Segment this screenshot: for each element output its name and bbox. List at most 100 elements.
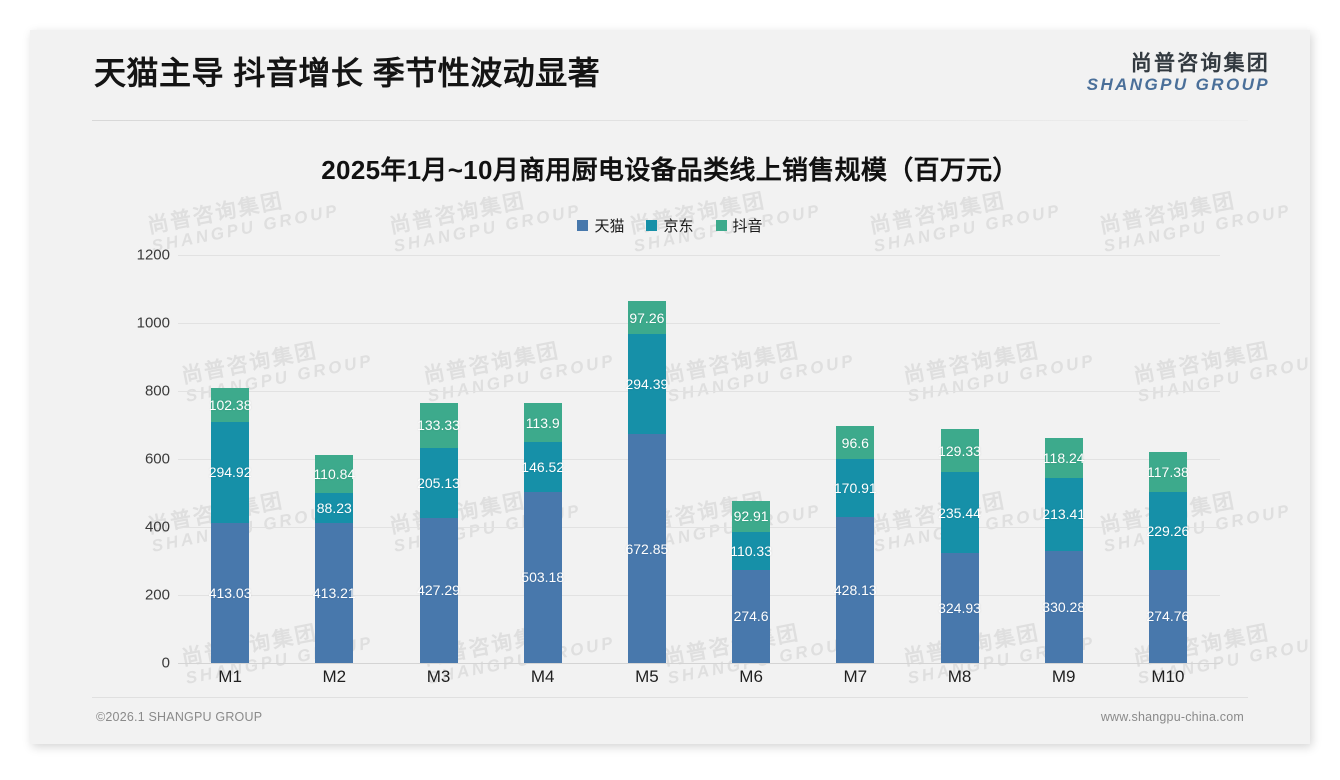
bar-group[interactable]: 413.21 88.23 110.84 [312, 454, 356, 663]
slide-canvas: 尚普咨询集团 SHANGPU GROUP 尚普咨询集团 SHANGPU GROUP 尚普… [30, 30, 1310, 744]
bar-value-label: 324.93 [938, 599, 981, 616]
brand-logo-cn: 尚普咨询集团 [1130, 52, 1270, 75]
grid-line [178, 459, 1220, 460]
bar-segment-天猫[interactable]: 503.18 [521, 491, 565, 663]
legend-swatch-icon [715, 220, 727, 231]
legend-item-天猫[interactable]: 天猫 [577, 215, 624, 236]
bar-segment-抖音[interactable]: 110.84 [313, 454, 356, 493]
bar-group[interactable]: 274.6 110.33 92.91 [730, 500, 772, 663]
y-axis-tick: 200 [144, 586, 170, 604]
x-axis-tick: M8 [947, 667, 972, 686]
bar-group[interactable]: 672.85 294.39 97.26 [625, 301, 669, 663]
bar-segment-天猫[interactable]: 274.6 [732, 569, 771, 663]
x-axis-tick: M9 [1051, 667, 1076, 686]
legend-label: 京东 [663, 218, 694, 235]
bar-value-label: 110.84 [313, 465, 356, 482]
page-title: 天猫主导 抖音增长 季节性波动显著 [94, 55, 601, 91]
bar-segment-抖音[interactable]: 117.38 [1147, 451, 1189, 492]
bar-segment-天猫[interactable]: 413.03 [208, 522, 252, 663]
y-axis-tick: 400 [144, 518, 170, 536]
legend-label: 抖音 [732, 218, 763, 235]
chart-legend: 天猫 京东 抖音 [30, 215, 1310, 236]
legend-swatch-icon [646, 220, 658, 231]
x-axis-tick: M6 [739, 667, 763, 686]
y-axis-tick: 1200 [136, 246, 170, 264]
bar-segment-京东[interactable]: 229.26 [1146, 491, 1190, 570]
bar-group[interactable]: 427.29 205.13 133.33 [417, 402, 460, 663]
legend-item-京东[interactable]: 京东 [646, 215, 694, 236]
bar-value-label: 413.21 [312, 584, 356, 601]
chart-title: 2025年1月~10月商用厨电设备品类线上销售规模（百万元） [321, 155, 1019, 185]
footer-divider [92, 697, 1248, 698]
bar-segment-京东[interactable]: 213.41 [1042, 478, 1085, 551]
bar-group[interactable]: 413.03 294.92 102.38 [208, 387, 252, 663]
bar-value-label: 205.13 [417, 474, 460, 491]
legend-item-抖音[interactable]: 抖音 [715, 215, 763, 236]
bar-segment-京东[interactable]: 88.23 [315, 492, 354, 523]
bar-segment-天猫[interactable]: 672.85 [625, 434, 669, 663]
x-axis-tick: M3 [426, 667, 451, 686]
y-axis-tick: 800 [144, 382, 170, 400]
bar-value-label: 235.44 [938, 504, 981, 521]
bar-segment-京东[interactable]: 294.39 [625, 334, 669, 435]
bar-segment-天猫[interactable]: 427.29 [417, 517, 460, 663]
bar-value-label: 133.33 [417, 417, 460, 434]
chart-plot-area: 0 200 400 600 800 1000 1200 413.03 294.92 102.38 M… [137, 247, 1220, 686]
slide-header: 天猫主导 抖音增长 季节性波动显著 尚普咨询集团 SHANGPU GROUP [30, 30, 1310, 121]
bar-group[interactable]: 503.18 146.52 113.9 [521, 403, 565, 663]
bar-value-label: 117.38 [1147, 463, 1189, 480]
bar-segment-抖音[interactable]: 113.9 [523, 403, 562, 443]
bar-value-label: 113.9 [525, 414, 560, 431]
bar-segment-京东[interactable]: 205.13 [417, 448, 460, 518]
bar-segment-天猫[interactable]: 274.76 [1146, 569, 1190, 663]
bar-value-label: 672.85 [625, 540, 669, 557]
bar-segment-京东[interactable]: 110.33 [730, 532, 772, 570]
footer-website[interactable]: www.shangpu-china.com [1100, 710, 1244, 724]
y-axis-tick: 600 [144, 450, 170, 468]
bar-segment-抖音[interactable]: 133.33 [417, 402, 460, 448]
x-axis-tick: M5 [635, 667, 659, 686]
bar-segment-天猫[interactable]: 428.13 [834, 517, 877, 663]
legend-swatch-icon [577, 220, 589, 231]
y-axis-tick: 1000 [136, 314, 170, 332]
bar-value-label: 274.76 [1146, 608, 1190, 625]
bar-segment-天猫[interactable]: 413.21 [312, 522, 356, 663]
bar-value-label: 413.03 [208, 584, 252, 601]
bar-segment-京东[interactable]: 294.92 [208, 422, 252, 523]
bar-segment-京东[interactable]: 235.44 [938, 472, 981, 553]
bar-value-label: 427.29 [417, 582, 460, 599]
bar-group[interactable]: 330.28 213.41 118.24 [1042, 437, 1085, 663]
x-axis-tick: M2 [322, 667, 347, 686]
bar-value-label: 129.33 [938, 442, 981, 459]
grid-line [178, 255, 1220, 256]
grid-line [178, 595, 1220, 596]
x-axis-tick: M4 [530, 667, 555, 686]
header-divider [92, 120, 1248, 121]
footer-copyright: ©2026.1 SHANGPU GROUP [96, 710, 263, 724]
brand-logo-en: SHANGPU GROUP [1086, 74, 1270, 94]
bar-segment-天猫[interactable]: 324.93 [938, 552, 981, 663]
bar-segment-抖音[interactable]: 118.24 [1043, 437, 1085, 479]
bar-segment-抖音[interactable]: 92.91 [732, 500, 771, 533]
bar-segment-抖音[interactable]: 102.38 [208, 387, 252, 423]
bar-segment-抖音[interactable]: 129.33 [938, 428, 981, 473]
bar-segment-京东[interactable]: 170.91 [834, 459, 877, 518]
bar-value-label: 274.6 [733, 608, 769, 625]
bar-segment-京东[interactable]: 146.52 [521, 442, 565, 492]
bar-value-label: 146.52 [521, 459, 565, 476]
bar-segment-天猫[interactable]: 330.28 [1042, 550, 1085, 663]
bar-value-label: 102.38 [208, 396, 252, 413]
x-axis-tick: M10 [1151, 667, 1185, 686]
grid-line [178, 323, 1220, 324]
bar-value-label: 294.39 [625, 376, 669, 393]
bar-value-label: 503.18 [521, 569, 565, 586]
grid-line [178, 663, 1220, 664]
bar-value-label: 294.92 [208, 464, 252, 481]
bar-group[interactable]: 324.93 235.44 129.33 [938, 428, 981, 663]
bar-group[interactable]: 274.76 229.26 117.38 [1146, 451, 1190, 663]
bar-segment-抖音[interactable]: 96.6 [836, 426, 875, 460]
bar-value-label: 229.26 [1146, 522, 1190, 539]
brand-logo: 尚普咨询集团 SHANGPU GROUP [1087, 52, 1270, 94]
bar-group[interactable]: 428.13 170.91 96.6 [834, 426, 877, 663]
bar-segment-抖音[interactable]: 97.26 [627, 301, 666, 335]
